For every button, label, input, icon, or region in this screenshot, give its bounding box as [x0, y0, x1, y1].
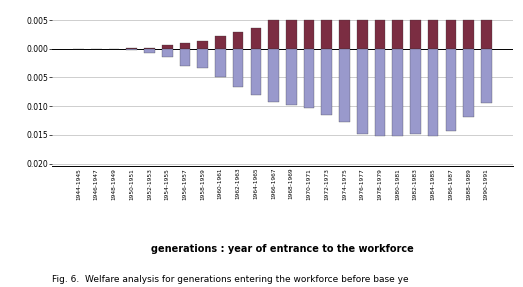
Bar: [304, 20, 314, 49]
Bar: [374, 49, 385, 136]
Bar: [286, 49, 297, 105]
Bar: [392, 49, 403, 136]
Bar: [179, 49, 190, 66]
Bar: [446, 20, 456, 49]
Bar: [410, 20, 420, 49]
Bar: [374, 20, 385, 49]
Bar: [463, 20, 474, 49]
Bar: [446, 49, 456, 131]
Bar: [251, 49, 261, 95]
Bar: [322, 49, 332, 115]
Bar: [215, 49, 226, 77]
Bar: [286, 20, 297, 49]
Bar: [144, 48, 155, 49]
Bar: [197, 49, 208, 68]
Bar: [322, 20, 332, 49]
Bar: [197, 41, 208, 49]
Bar: [162, 49, 173, 57]
Bar: [127, 49, 137, 50]
Bar: [481, 49, 492, 103]
Bar: [268, 49, 279, 102]
Bar: [481, 20, 492, 49]
Bar: [144, 49, 155, 53]
Bar: [428, 49, 438, 136]
Bar: [357, 20, 368, 49]
Bar: [304, 49, 314, 108]
Text: Fig. 6.  Welfare analysis for generations entering the workforce before base ye: Fig. 6. Welfare analysis for generations…: [52, 275, 409, 284]
Bar: [127, 48, 137, 49]
Bar: [233, 32, 243, 49]
Bar: [162, 45, 173, 49]
Bar: [392, 20, 403, 49]
Bar: [233, 49, 243, 87]
Bar: [410, 49, 420, 134]
Text: generations : year of entrance to the workforce: generations : year of entrance to the wo…: [151, 244, 414, 254]
Bar: [268, 20, 279, 49]
Bar: [339, 49, 350, 122]
Bar: [179, 43, 190, 49]
Bar: [357, 49, 368, 134]
Bar: [251, 28, 261, 49]
Bar: [428, 20, 438, 49]
Bar: [463, 49, 474, 117]
Bar: [339, 20, 350, 49]
Bar: [215, 36, 226, 49]
